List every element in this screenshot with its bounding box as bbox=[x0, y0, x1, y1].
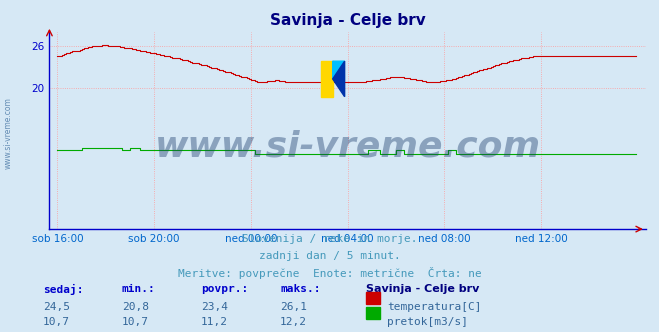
Polygon shape bbox=[333, 61, 345, 97]
Text: www.si-vreme.com: www.si-vreme.com bbox=[155, 129, 540, 163]
Text: min.:: min.: bbox=[122, 284, 156, 294]
Text: zadnji dan / 5 minut.: zadnji dan / 5 minut. bbox=[258, 251, 401, 261]
Text: povpr.:: povpr.: bbox=[201, 284, 248, 294]
Text: sedaj:: sedaj: bbox=[43, 284, 83, 295]
Text: temperatura[C]: temperatura[C] bbox=[387, 302, 481, 312]
Bar bbox=[321, 61, 333, 97]
Text: Slovenija / reke in morje.: Slovenija / reke in morje. bbox=[242, 234, 417, 244]
Text: 10,7: 10,7 bbox=[122, 317, 149, 327]
Text: 20,8: 20,8 bbox=[122, 302, 149, 312]
Text: maks.:: maks.: bbox=[280, 284, 320, 294]
Text: pretok[m3/s]: pretok[m3/s] bbox=[387, 317, 468, 327]
Text: Savinja - Celje brv: Savinja - Celje brv bbox=[366, 284, 479, 294]
Text: 11,2: 11,2 bbox=[201, 317, 228, 327]
Text: 26,1: 26,1 bbox=[280, 302, 307, 312]
Text: 10,7: 10,7 bbox=[43, 317, 70, 327]
Text: Meritve: povprečne  Enote: metrične  Črta: ne: Meritve: povprečne Enote: metrične Črta:… bbox=[178, 267, 481, 279]
Text: 23,4: 23,4 bbox=[201, 302, 228, 312]
Text: www.si-vreme.com: www.si-vreme.com bbox=[3, 97, 13, 169]
Title: Savinja - Celje brv: Savinja - Celje brv bbox=[270, 13, 426, 28]
Polygon shape bbox=[333, 61, 345, 79]
Text: 12,2: 12,2 bbox=[280, 317, 307, 327]
Text: 24,5: 24,5 bbox=[43, 302, 70, 312]
